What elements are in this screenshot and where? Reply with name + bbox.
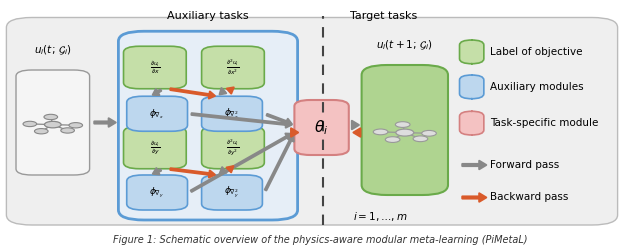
Circle shape: [45, 121, 61, 128]
Text: Label of objective: Label of objective: [490, 47, 582, 57]
FancyBboxPatch shape: [6, 18, 618, 225]
FancyArrowPatch shape: [227, 166, 234, 172]
Circle shape: [396, 129, 414, 136]
Text: $\phi_{\nabla_x}$: $\phi_{\nabla_x}$: [149, 107, 164, 120]
FancyArrowPatch shape: [462, 193, 486, 202]
Text: $\frac{\partial^2 u_i}{\partial y^2}$: $\frac{\partial^2 u_i}{\partial y^2}$: [227, 138, 239, 158]
FancyBboxPatch shape: [202, 46, 264, 89]
Circle shape: [413, 136, 428, 142]
Text: Task-specific module: Task-specific module: [490, 118, 598, 128]
FancyArrowPatch shape: [94, 118, 116, 127]
FancyArrowPatch shape: [170, 88, 215, 99]
Text: Auxiliary modules: Auxiliary modules: [490, 82, 583, 92]
FancyBboxPatch shape: [460, 75, 484, 99]
Text: $\phi_{\nabla_y}$: $\phi_{\nabla_y}$: [149, 185, 164, 200]
Text: $\phi_{\nabla^2_x}$: $\phi_{\nabla^2_x}$: [224, 106, 239, 121]
Circle shape: [44, 114, 58, 120]
Text: Forward pass: Forward pass: [490, 160, 559, 170]
FancyBboxPatch shape: [127, 175, 188, 210]
FancyArrowPatch shape: [220, 88, 226, 94]
FancyBboxPatch shape: [202, 175, 262, 210]
FancyArrowPatch shape: [352, 121, 359, 129]
FancyArrowPatch shape: [227, 88, 234, 94]
Circle shape: [35, 128, 48, 134]
FancyBboxPatch shape: [118, 31, 298, 220]
FancyBboxPatch shape: [460, 40, 484, 64]
FancyBboxPatch shape: [460, 111, 484, 135]
FancyArrowPatch shape: [191, 113, 292, 128]
FancyArrowPatch shape: [353, 128, 360, 137]
Circle shape: [385, 137, 400, 142]
Text: Auxiliary tasks: Auxiliary tasks: [167, 11, 249, 21]
Text: $\frac{\partial u_i}{\partial y}$: $\frac{\partial u_i}{\partial y}$: [150, 139, 160, 156]
Circle shape: [69, 122, 83, 128]
FancyBboxPatch shape: [124, 126, 186, 169]
Text: $u_i(t+1;\,\mathcal{G}_i)$: $u_i(t+1;\,\mathcal{G}_i)$: [376, 38, 433, 52]
Text: Backward pass: Backward pass: [490, 192, 568, 202]
FancyArrowPatch shape: [291, 128, 298, 137]
FancyBboxPatch shape: [202, 96, 262, 131]
Text: Target tasks: Target tasks: [350, 11, 418, 21]
FancyArrowPatch shape: [462, 161, 486, 169]
Text: $i = 1, \ldots, m$: $i = 1, \ldots, m$: [353, 210, 408, 223]
FancyArrowPatch shape: [153, 89, 161, 95]
Circle shape: [422, 130, 436, 136]
FancyBboxPatch shape: [202, 126, 264, 169]
Text: $\theta_i$: $\theta_i$: [314, 118, 329, 137]
Text: $\frac{\partial^2 u_i}{\partial x^2}$: $\frac{\partial^2 u_i}{\partial x^2}$: [227, 58, 239, 77]
Text: $u_i(t;\,\mathcal{G}_i)$: $u_i(t;\,\mathcal{G}_i)$: [35, 43, 72, 57]
FancyBboxPatch shape: [362, 65, 448, 195]
FancyBboxPatch shape: [294, 100, 349, 155]
FancyArrowPatch shape: [267, 114, 292, 125]
FancyArrowPatch shape: [153, 168, 161, 174]
FancyArrowPatch shape: [170, 168, 215, 177]
Circle shape: [23, 121, 36, 126]
Circle shape: [373, 129, 388, 135]
Circle shape: [396, 122, 410, 128]
FancyBboxPatch shape: [16, 70, 90, 175]
Text: $\phi_{\nabla^2_y}$: $\phi_{\nabla^2_y}$: [224, 185, 239, 200]
FancyBboxPatch shape: [124, 46, 186, 89]
FancyBboxPatch shape: [127, 96, 188, 131]
Text: Figure 1: Schematic overview of the physics-aware modular meta-learning (PiMetaL: Figure 1: Schematic overview of the phys…: [113, 235, 527, 245]
FancyArrowPatch shape: [191, 134, 292, 192]
FancyArrowPatch shape: [265, 135, 294, 190]
FancyArrowPatch shape: [220, 167, 227, 173]
Circle shape: [61, 128, 74, 133]
Text: $\frac{\partial u_i}{\partial x}$: $\frac{\partial u_i}{\partial x}$: [150, 60, 160, 76]
